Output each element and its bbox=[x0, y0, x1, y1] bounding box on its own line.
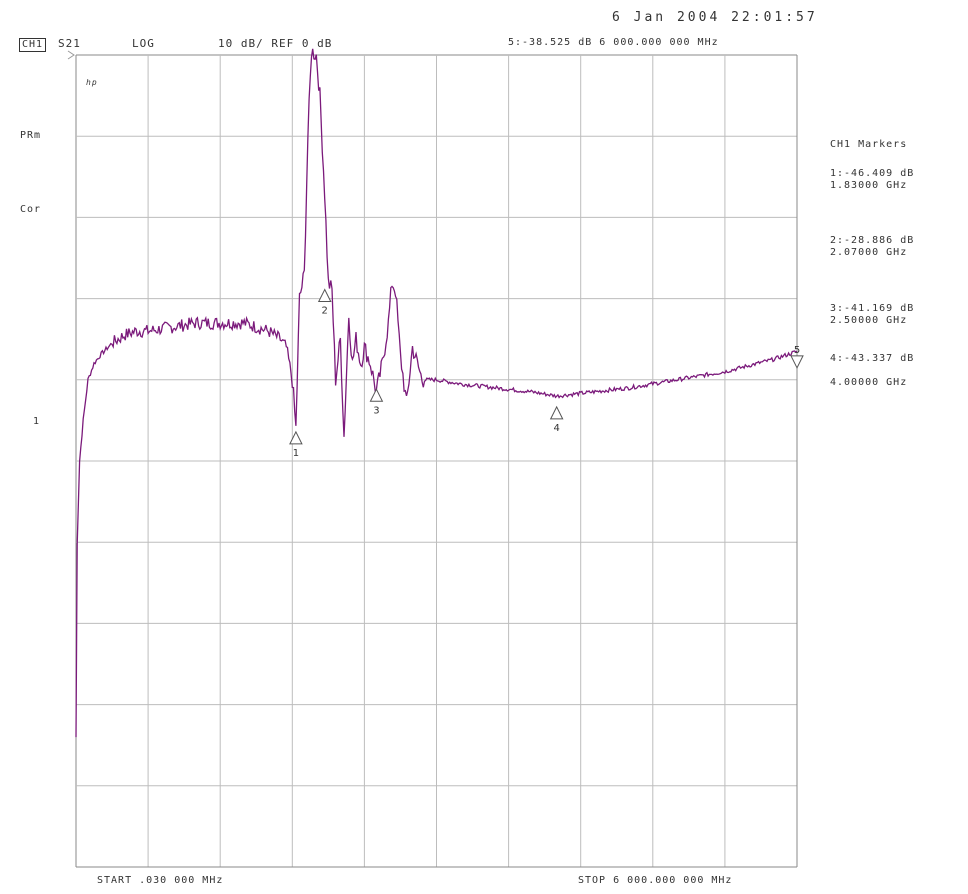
marker-number-label: 1 bbox=[293, 448, 299, 459]
marker-triangle-icon[interactable] bbox=[549, 405, 564, 420]
marker-value: 2:-28.886 dB bbox=[830, 235, 915, 246]
hp-logo: hp bbox=[86, 78, 98, 87]
marker-frequency: 2.07000 GHz bbox=[830, 247, 908, 258]
marker-table-title: CH1 Markers bbox=[830, 139, 908, 150]
timestamp: 6 Jan 2004 22:01:57 bbox=[612, 10, 818, 25]
marker-value: 1:-46.409 dB bbox=[830, 168, 915, 179]
scale-label: 10 dB/ REF 0 dB bbox=[218, 37, 333, 50]
format-label: LOG bbox=[132, 37, 155, 50]
graticule bbox=[67, 50, 798, 868]
prm-annotation: PRm bbox=[20, 130, 42, 141]
marker-triangle-icon[interactable] bbox=[317, 288, 332, 303]
reference-arrow-icon bbox=[67, 50, 75, 60]
marker-frequency: 2.50000 GHz bbox=[830, 315, 908, 326]
marker-number-label: 3 bbox=[373, 405, 379, 416]
s21-trace bbox=[75, 48, 798, 738]
active-marker-readout: 5:-38.525 dB 6 000.000 000 MHz bbox=[508, 37, 719, 48]
marker-frequency: 4.00000 GHz bbox=[830, 377, 908, 388]
marker-entry: 4:-43.337 dB 4.00000 GHz bbox=[830, 353, 914, 389]
marker-number-label: 5 bbox=[794, 345, 800, 356]
channel-indicator[interactable]: CH1 bbox=[19, 38, 47, 52]
reference-position-indicator: 1 bbox=[33, 416, 41, 427]
marker-triangle-icon[interactable] bbox=[369, 388, 384, 402]
marker-value: 3:-41.169 dB bbox=[830, 303, 915, 314]
marker-frequency: 1.83000 GHz bbox=[830, 180, 908, 191]
marker-number-label: 2 bbox=[322, 306, 328, 317]
marker-triangle-icon[interactable] bbox=[289, 430, 303, 445]
trace-markers: 1 2 3 4 5 bbox=[289, 288, 804, 459]
marker-entry: 1:-46.409 dB 1.83000 GHz bbox=[830, 168, 914, 192]
marker-value: 4:-43.337 dB bbox=[830, 353, 915, 364]
stop-frequency: STOP 6 000.000 000 MHz bbox=[578, 875, 733, 886]
marker-entry: 2:-28.886 dB 2.07000 GHz bbox=[830, 235, 914, 259]
marker-triangle-icon[interactable] bbox=[790, 355, 804, 369]
marker-number-label: 4 bbox=[553, 423, 559, 434]
parameter-label: S21 bbox=[58, 37, 81, 50]
marker-entry: 3:-41.169 dB 2.50000 GHz bbox=[830, 303, 914, 327]
cor-annotation: Cor bbox=[20, 204, 42, 215]
start-frequency: START .030 000 MHz bbox=[97, 875, 224, 886]
